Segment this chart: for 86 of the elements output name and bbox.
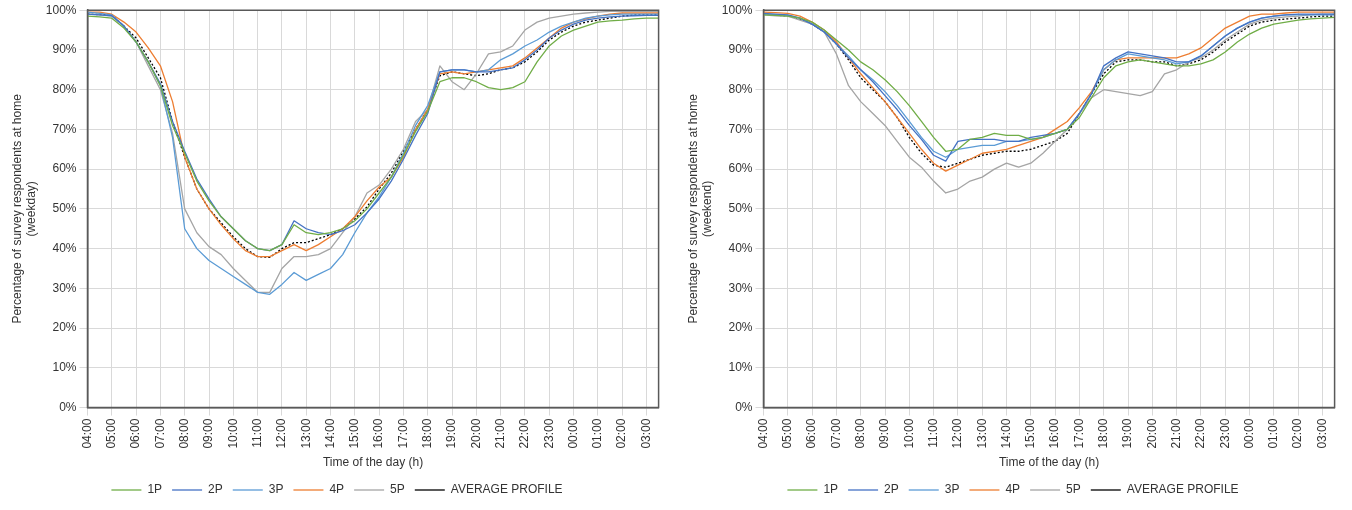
legend-label: 4P — [329, 482, 345, 497]
y-axis-title: Percentage of survey respondents at home (weekday) — [9, 93, 38, 324]
y-tick-label: 0% — [735, 399, 753, 414]
y-tick-label: 80% — [52, 81, 77, 96]
x-tick-label: 09:00 — [201, 418, 216, 449]
x-tick-label: 12:00 — [274, 418, 289, 449]
x-tick-label: 09:00 — [877, 418, 892, 449]
y-tick-label: 70% — [52, 121, 77, 136]
x-tick-label: 12:00 — [950, 418, 965, 449]
x-tick-label: 11:00 — [925, 418, 940, 448]
x-tick-label: 04:00 — [755, 418, 770, 449]
y-tick-label: 50% — [52, 201, 77, 216]
y-tick-label: 10% — [728, 360, 753, 375]
legend-label: 4P — [1005, 482, 1021, 497]
x-tick-label: 14:00 — [322, 418, 337, 449]
x-axis-title: Time of the day (h) — [322, 455, 424, 470]
y-tick-label: 40% — [52, 240, 77, 255]
legend-label: AVERAGE PROFILE — [450, 482, 563, 497]
legend-label: 3P — [944, 482, 960, 497]
y-tick-label: 50% — [728, 201, 753, 216]
legend-label: AVERAGE PROFILE — [1126, 482, 1239, 497]
x-tick-label: 11:00 — [249, 418, 264, 448]
legend-label: 2P — [208, 482, 223, 497]
x-tick-label: 03:00 — [1314, 418, 1329, 449]
x-tick-label: 21:00 — [1168, 418, 1183, 449]
legend-label: 5P — [1066, 482, 1081, 497]
x-tick-label: 22:00 — [1193, 418, 1208, 449]
x-tick-label: 15:00 — [347, 418, 362, 449]
legend-label: 2P — [884, 482, 899, 497]
x-tick-label: 05:00 — [780, 418, 795, 449]
legend-label: 5P — [390, 482, 405, 497]
x-tick-label: 00:00 — [565, 418, 580, 449]
x-tick-label: 18:00 — [1096, 418, 1111, 449]
y-tick-label: 0% — [59, 399, 77, 414]
x-tick-label: 06:00 — [804, 418, 819, 449]
y-tick-label: 30% — [52, 280, 77, 295]
x-tick-label: 15:00 — [1023, 418, 1038, 449]
y-tick-label: 100% — [721, 2, 753, 17]
y-tick-label: 70% — [728, 121, 753, 136]
y-tick-label: 80% — [728, 81, 753, 96]
x-tick-label: 00:00 — [1241, 418, 1256, 449]
x-tick-label: 17:00 — [1071, 418, 1086, 449]
x-tick-label: 03:00 — [638, 418, 653, 449]
y-tick-label: 90% — [728, 42, 753, 57]
x-tick-label: 20:00 — [1144, 418, 1159, 449]
y-axis-title: Percentage of survey respondents at home (weekend) — [685, 93, 714, 324]
y-tick-label: 20% — [52, 320, 77, 335]
x-tick-label: 18:00 — [420, 418, 435, 449]
y-tick-label: 10% — [52, 360, 77, 375]
legend-label: 1P — [823, 482, 839, 497]
x-axis-title: Time of the day (h) — [998, 455, 1100, 470]
x-tick-label: 08:00 — [177, 418, 192, 449]
y-tick-label: 60% — [52, 161, 77, 176]
legend-label: 3P — [268, 482, 284, 497]
x-tick-label: 19:00 — [444, 418, 459, 449]
x-tick-label: 13:00 — [298, 418, 313, 449]
x-tick-label: 23:00 — [1217, 418, 1232, 449]
y-tick-label: 30% — [728, 280, 753, 295]
y-tick-label: 40% — [728, 240, 753, 255]
x-tick-label: 21:00 — [492, 418, 507, 449]
x-tick-label: 07:00 — [152, 418, 167, 449]
y-tick-label: 60% — [728, 161, 753, 176]
x-tick-label: 08:00 — [853, 418, 868, 449]
x-tick-label: 17:00 — [395, 418, 410, 449]
x-tick-label: 20:00 — [468, 418, 483, 449]
x-tick-label: 07:00 — [828, 418, 843, 449]
y-tick-label: 20% — [728, 320, 753, 335]
x-tick-label: 06:00 — [128, 418, 143, 449]
y-tick-label: 100% — [45, 2, 77, 17]
x-tick-label: 01:00 — [590, 418, 605, 449]
x-tick-label: 02:00 — [1290, 418, 1305, 449]
x-tick-label: 10:00 — [225, 418, 240, 449]
x-tick-label: 14:00 — [998, 418, 1013, 449]
x-tick-label: 22:00 — [517, 418, 532, 449]
x-tick-label: 16:00 — [371, 418, 386, 449]
x-tick-label: 05:00 — [104, 418, 119, 449]
x-tick-label: 23:00 — [541, 418, 556, 449]
y-tick-label: 90% — [52, 42, 77, 57]
x-tick-label: 04:00 — [79, 418, 94, 449]
x-tick-label: 16:00 — [1047, 418, 1062, 449]
x-tick-label: 10:00 — [901, 418, 916, 449]
x-tick-label: 01:00 — [1266, 418, 1281, 449]
legend-label: 1P — [147, 482, 163, 497]
x-tick-label: 02:00 — [614, 418, 629, 449]
x-tick-label: 19:00 — [1120, 418, 1135, 449]
x-tick-label: 13:00 — [974, 418, 989, 449]
